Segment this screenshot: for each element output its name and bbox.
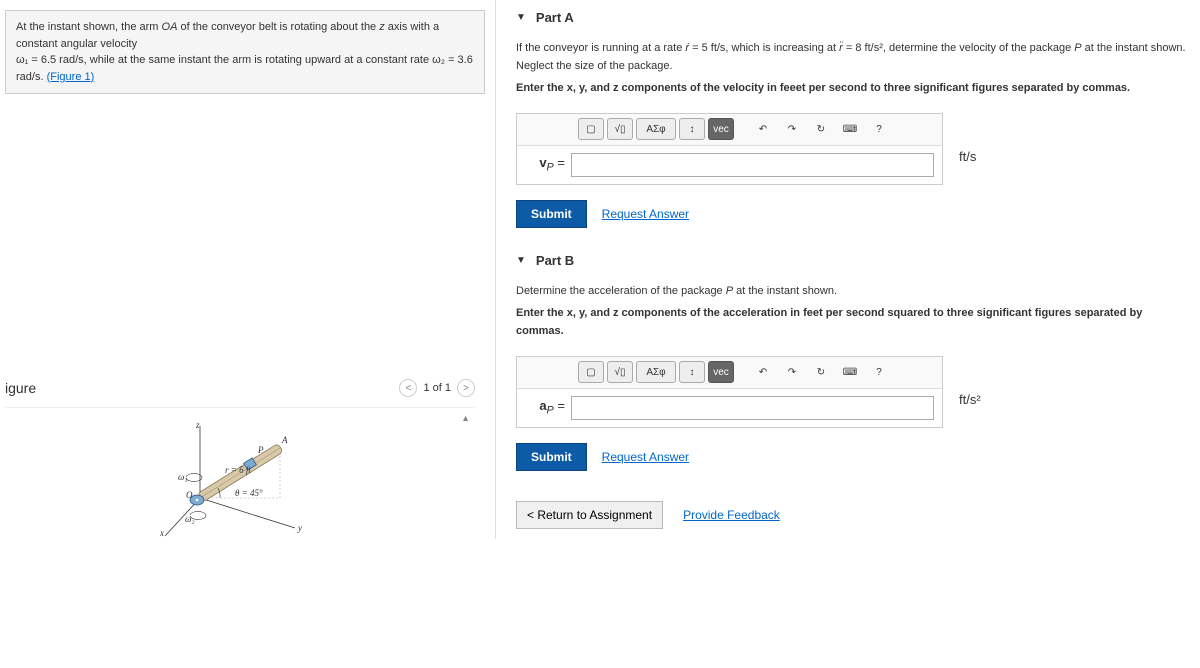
provide-feedback-link[interactable]: Provide Feedback xyxy=(683,508,780,522)
tool-vec-button[interactable]: vec xyxy=(708,118,734,140)
part-b-section: ▼ Part B Determine the acceleration of t… xyxy=(516,253,1190,471)
diagram-svg: z x y xyxy=(130,418,350,538)
part-b-instruction2: Enter the x, y, and z components of the … xyxy=(516,305,1190,340)
part-a-unit: ft/s xyxy=(953,149,982,164)
part-a-request-link[interactable]: Request Answer xyxy=(602,207,689,221)
part-a-answer-box: ▢ √▯ ΑΣφ ↕ vec ↶ ↷ ↻ ⌨ ? xyxy=(516,113,943,185)
svg-text:O: O xyxy=(186,490,193,500)
part-b-header[interactable]: ▼ Part B xyxy=(516,253,1190,268)
bottom-row: < Return to Assignment Provide Feedback xyxy=(516,501,1190,529)
svg-text:z: z xyxy=(195,420,200,430)
problem-text-4: , while at the same instant the arm is r… xyxy=(84,54,433,66)
tool-undo-button[interactable]: ↶ xyxy=(750,118,776,140)
svg-text:θ = 45°: θ = 45° xyxy=(235,488,263,498)
tool-help-button[interactable]: ? xyxy=(866,118,892,140)
tool-templates-button[interactable]: ▢ xyxy=(578,361,604,383)
tool-reset-button[interactable]: ↻ xyxy=(808,361,834,383)
part-a-submit-button[interactable]: Submit xyxy=(516,200,587,228)
problem-text-1: At the instant shown, the arm xyxy=(16,21,162,33)
tool-sqrt-button[interactable]: √▯ xyxy=(607,118,633,140)
tool-reset-button[interactable]: ↻ xyxy=(808,118,834,140)
left-column: At the instant shown, the arm OA of the … xyxy=(0,0,495,539)
part-b-toolbar: ▢ √▯ ΑΣφ ↕ vec ↶ ↷ ↻ ⌨ ? xyxy=(517,357,942,389)
tool-help-button[interactable]: ? xyxy=(866,361,892,383)
tool-undo-button[interactable]: ↶ xyxy=(750,361,776,383)
svg-text:r = 6 ft: r = 6 ft xyxy=(225,465,251,475)
part-a-toolbar: ▢ √▯ ΑΣφ ↕ vec ↶ ↷ ↻ ⌨ ? xyxy=(517,114,942,146)
part-a-instruction: If the conveyor is running at a rate ṙ =… xyxy=(516,40,1190,75)
tool-templates-button[interactable]: ▢ xyxy=(578,118,604,140)
part-a-caret-icon: ▼ xyxy=(516,12,526,23)
part-b-instruction: Determine the acceleration of the packag… xyxy=(516,283,1190,301)
tool-subsup-button[interactable]: ↕ xyxy=(679,118,705,140)
figure-panel: igure < 1 of 1 > ▲ z x y xyxy=(0,374,495,537)
tool-redo-button[interactable]: ↷ xyxy=(779,361,805,383)
part-a-var-label: vP = xyxy=(525,155,565,174)
part-a-header[interactable]: ▼ Part A xyxy=(516,10,1190,25)
tool-redo-button[interactable]: ↷ xyxy=(779,118,805,140)
part-b-answer-box: ▢ √▯ ΑΣφ ↕ vec ↶ ↷ ↻ ⌨ ? xyxy=(516,356,943,428)
figure-nav: < 1 of 1 > xyxy=(399,379,485,397)
svg-text:y: y xyxy=(297,523,302,533)
part-a-section: ▼ Part A If the conveyor is running at a… xyxy=(516,10,1190,228)
part-a-answer-input[interactable] xyxy=(571,153,934,177)
svg-text:x: x xyxy=(159,528,164,538)
part-a-title: Part A xyxy=(536,10,574,25)
figure-scroll-up-icon[interactable]: ▲ xyxy=(461,413,470,423)
part-b-title: Part B xyxy=(536,253,574,268)
svg-text:A: A xyxy=(281,435,288,445)
right-column: ▼ Part A If the conveyor is running at a… xyxy=(495,0,1200,539)
part-b-request-link[interactable]: Request Answer xyxy=(602,450,689,464)
part-b-unit: ft/s² xyxy=(953,392,987,407)
figure-image-area: ▲ z x y xyxy=(5,407,475,537)
part-a-instruction2: Enter the x, y, and z components of the … xyxy=(516,80,1190,98)
tool-keyboard-button[interactable]: ⌨ xyxy=(837,118,863,140)
tool-greek-button[interactable]: ΑΣφ xyxy=(636,118,676,140)
tool-greek-button[interactable]: ΑΣφ xyxy=(636,361,676,383)
figure-link[interactable]: (Figure 1) xyxy=(47,71,95,83)
tool-keyboard-button[interactable]: ⌨ xyxy=(837,361,863,383)
figure-title: igure xyxy=(5,380,36,396)
tool-sqrt-button[interactable]: √▯ xyxy=(607,361,633,383)
part-b-answer-input[interactable] xyxy=(571,396,934,420)
part-b-caret-icon: ▼ xyxy=(516,255,526,266)
problem-statement: At the instant shown, the arm OA of the … xyxy=(5,10,485,94)
problem-w1: ω₁ = 6.5 rad/s xyxy=(16,54,84,66)
svg-text:P: P xyxy=(257,445,264,455)
figure-next-button[interactable]: > xyxy=(457,379,475,397)
tool-vec-button[interactable]: vec xyxy=(708,361,734,383)
figure-nav-text: 1 of 1 xyxy=(423,382,451,394)
return-to-assignment-button[interactable]: < Return to Assignment xyxy=(516,501,663,529)
problem-text-2: of the conveyor belt is rotating about t… xyxy=(177,21,379,33)
tool-subsup-button[interactable]: ↕ xyxy=(679,361,705,383)
problem-oa: OA xyxy=(162,21,178,33)
part-b-var-label: aP = xyxy=(525,398,565,417)
figure-prev-button[interactable]: < xyxy=(399,379,417,397)
part-b-submit-button[interactable]: Submit xyxy=(516,443,587,471)
